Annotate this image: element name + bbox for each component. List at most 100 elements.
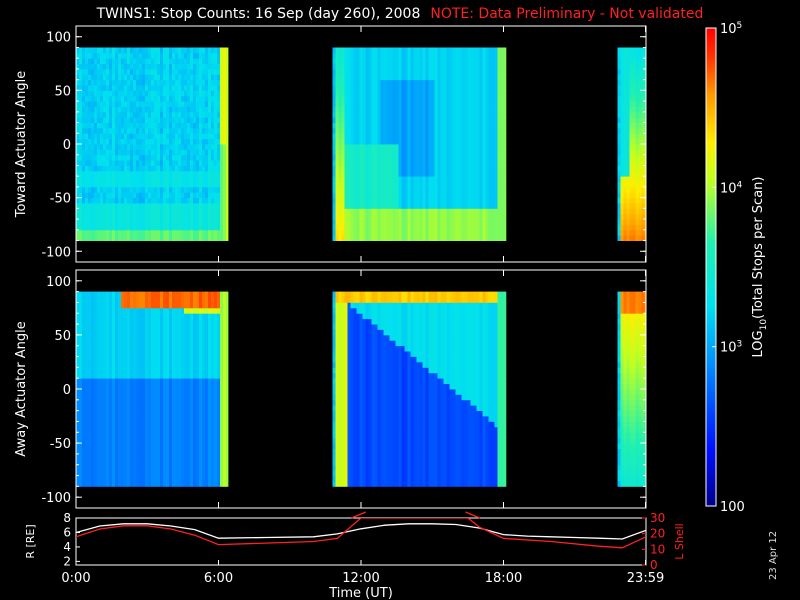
heatmap-cell	[142, 127, 146, 134]
heatmap-cell	[620, 74, 624, 81]
heatmap-cell	[500, 68, 504, 75]
heatmap-cell	[350, 160, 354, 166]
heatmap-cell	[175, 229, 179, 236]
heatmap-cell	[485, 160, 489, 166]
heatmap-cell	[79, 389, 83, 395]
heatmap-cell	[389, 138, 393, 145]
heatmap-cell	[199, 127, 203, 134]
heatmap-cell	[178, 122, 182, 129]
heatmap-cell	[431, 133, 435, 140]
heatmap-cell	[217, 219, 221, 225]
heatmap-cell	[130, 224, 134, 231]
heatmap-cell	[181, 181, 185, 188]
heatmap-cell	[211, 219, 215, 225]
heatmap-cell	[196, 101, 200, 107]
heatmap-cell	[97, 378, 101, 384]
heatmap-cell	[130, 208, 134, 215]
heatmap-cell	[374, 144, 378, 150]
heatmap-cell	[106, 219, 110, 225]
heatmap-cell	[404, 165, 408, 172]
heatmap-cell	[488, 85, 492, 91]
heatmap-cell	[97, 224, 101, 231]
heatmap-cell	[392, 58, 396, 64]
heatmap-cell	[491, 85, 495, 91]
heatmap-cell	[223, 176, 227, 182]
heatmap-cell	[136, 52, 140, 59]
heatmap-cell	[629, 74, 633, 81]
heatmap-cell	[479, 85, 483, 91]
heatmap-cell	[169, 52, 173, 59]
heatmap-cell	[629, 154, 633, 161]
heatmap-cell	[638, 47, 642, 54]
heatmap-cell	[76, 197, 80, 204]
heatmap-cell	[76, 443, 80, 449]
heatmap-cell	[196, 149, 200, 156]
heatmap-cell	[491, 208, 495, 215]
heatmap-cell	[103, 101, 107, 107]
heatmap-cell	[160, 219, 164, 225]
heatmap-cell	[404, 160, 408, 166]
heatmap-cell	[455, 63, 459, 70]
heatmap-cell	[629, 192, 633, 199]
heatmap-cell	[443, 133, 447, 140]
heatmap-cell	[332, 181, 336, 188]
heatmap-cell	[473, 181, 477, 188]
chart-title: TWINS1: Stop Counts: 16 Sep (day 260), 2…	[0, 6, 800, 22]
heatmap-cell	[443, 117, 447, 123]
heatmap-cell	[404, 181, 408, 188]
heatmap-cell	[142, 111, 146, 118]
heatmap-cell	[88, 47, 92, 54]
heatmap-cell	[85, 90, 89, 97]
heatmap-cell	[76, 117, 80, 123]
heatmap-cell	[404, 122, 408, 129]
heatmap-cell	[148, 144, 152, 150]
heatmap-cell	[100, 345, 104, 352]
heatmap-cell	[76, 208, 80, 215]
heatmap-cell	[434, 74, 438, 81]
heatmap-cell	[109, 197, 113, 204]
heatmap-cell	[163, 122, 167, 129]
heatmap-cell	[479, 213, 483, 220]
heatmap-cell	[112, 416, 116, 422]
heatmap-cell	[491, 219, 495, 225]
heatmap-cell	[118, 101, 122, 107]
heatmap-cell	[172, 47, 176, 54]
heatmap-cell	[184, 95, 188, 102]
heatmap-cell	[118, 291, 122, 298]
heatmap-cell	[347, 74, 351, 81]
heatmap-cell	[356, 133, 360, 140]
heatmap-cell	[353, 160, 357, 166]
heatmap-cell	[455, 203, 459, 209]
heatmap-cell	[94, 389, 98, 395]
heatmap-cell	[422, 170, 426, 177]
heatmap-cell	[160, 160, 164, 166]
heatmap-cell	[353, 224, 357, 231]
heatmap-cell	[88, 399, 92, 406]
heatmap-cell	[356, 117, 360, 123]
heatmap-cell	[115, 394, 119, 401]
heatmap-cell	[638, 160, 642, 166]
heatmap-cell	[500, 219, 504, 225]
heatmap-cell	[136, 144, 140, 150]
heatmap-cell	[374, 63, 378, 70]
heatmap-cell	[368, 79, 372, 86]
heatmap-cell	[112, 356, 116, 363]
heatmap-cell	[187, 229, 191, 236]
heatmap-cell	[353, 74, 357, 81]
heatmap-cell	[362, 213, 366, 220]
heatmap-cell	[79, 117, 83, 123]
heatmap-cell	[109, 95, 113, 102]
heatmap-cell	[476, 224, 480, 231]
heatmap-cell	[620, 224, 624, 231]
heatmap-cell	[211, 58, 215, 64]
heatmap-cell	[121, 313, 125, 320]
heatmap-cell	[431, 122, 435, 129]
heatmap-cell	[410, 176, 414, 182]
heatmap-cell	[109, 345, 113, 352]
heatmap-cell	[365, 85, 369, 91]
heatmap-cell	[85, 160, 89, 166]
heatmap-cell	[220, 127, 224, 134]
heatmap-cell	[434, 138, 438, 145]
heatmap-cell	[374, 106, 378, 113]
heatmap-cell	[386, 85, 390, 91]
